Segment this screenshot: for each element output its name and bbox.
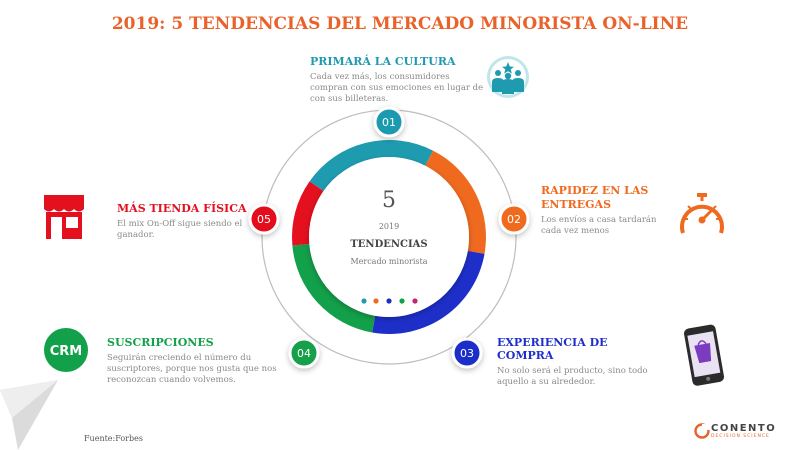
donut-segment-04 — [292, 243, 376, 333]
trend-03-line2: aquello a su alrededor. — [497, 377, 596, 387]
badge-01-label: 01 — [382, 116, 396, 129]
crm-icon: CRM — [44, 328, 88, 372]
inner-disc — [309, 157, 469, 317]
trend-03-title: EXPERIENCIA DE COMPRA — [497, 336, 608, 362]
badge-05: 05 — [248, 203, 280, 235]
trend-05-line2: ganador. — [117, 230, 155, 240]
center-sublabel: Mercado minorista — [350, 257, 427, 266]
badge-03: 03 — [451, 337, 483, 369]
trend-02: RAPIDEZ EN LAS ENTREGAS Los envíos a cas… — [541, 184, 671, 237]
trend-01-line2: compran con sus emociones en lugar de — [310, 83, 484, 93]
smartphone-shopping-icon — [684, 324, 725, 386]
dot-4 — [399, 298, 405, 304]
badge-04: 04 — [288, 337, 320, 369]
badge-02: 02 — [498, 203, 530, 235]
trend-02-title-line2: ENTREGAS — [541, 198, 612, 211]
center-number: 5 — [382, 188, 396, 213]
source-note: Fuente:Forbes — [84, 434, 143, 443]
donut-segment-02 — [425, 150, 487, 254]
trend-04-line3: reconozcan cuando volvemos. — [107, 375, 236, 385]
color-dots — [361, 298, 418, 304]
trend-01-line3: con sus billeteras. — [310, 94, 389, 104]
trend-04-line1: Seguirán creciendo el número du — [107, 353, 252, 363]
badge-03-label: 03 — [460, 347, 474, 360]
badge-01: 01 — [373, 106, 405, 138]
trend-04-title: SUSCRIPCIONES — [107, 336, 214, 349]
svg-text:CRM: CRM — [50, 344, 83, 359]
trend-02-line1: Los envíos a casa tardarán — [541, 215, 657, 225]
trend-02-line2: cada vez menos — [541, 226, 610, 236]
conento-logo-mark — [694, 423, 710, 439]
trend-01-line1: Cada vez más, los consumidores — [310, 72, 450, 82]
donut-segment-03 — [372, 250, 485, 334]
dot-5 — [412, 298, 418, 304]
trend-02-title-line1: RAPIDEZ EN LAS — [541, 184, 649, 197]
storefront-icon — [44, 195, 84, 239]
logo-sub: DECISION SCIENCE — [711, 434, 770, 439]
donut-ring — [292, 140, 487, 334]
conento-logo: CONENTO DECISION SCIENCE — [692, 423, 776, 439]
dot-3 — [386, 298, 392, 304]
trend-03: EXPERIENCIA DE COMPRA No solo será el pr… — [497, 336, 667, 388]
dot-1 — [361, 298, 367, 304]
trend-01-title: PRIMARÁ LA CULTURA — [310, 55, 456, 68]
badge-04-label: 04 — [297, 347, 311, 360]
paper-plane-decoration — [0, 380, 58, 450]
page-title: 2019: 5 TENDENCIAS DEL MERCADO MINORISTA… — [111, 14, 689, 34]
trend-04-line2: suscriptores, porque nos gusta que nos — [107, 364, 277, 374]
donut-segment-05 — [292, 181, 324, 246]
people-group-icon — [487, 56, 529, 98]
center-label: TENDENCIAS — [350, 239, 427, 250]
speedometer-icon — [680, 193, 724, 234]
badge-02-label: 02 — [507, 213, 521, 226]
trend-05-line1: El mix On-Off sigue siendo el — [117, 219, 243, 229]
trend-05-title: MÁS TIENDA FÍSICA — [117, 202, 247, 215]
trend-01: PRIMARÁ LA CULTURA Cada vez más, los con… — [310, 55, 490, 105]
center-year: 2019 — [379, 222, 399, 231]
trend-04: SUSCRIPCIONES Seguirán creciendo el núme… — [107, 336, 287, 386]
badge-05-label: 05 — [257, 213, 271, 226]
dot-2 — [373, 298, 379, 304]
trend-05: MÁS TIENDA FÍSICA El mix On-Off sigue si… — [117, 202, 257, 241]
logo-word: CONENTO — [711, 423, 777, 434]
trend-03-line1: No solo será el producto, sino todo — [497, 366, 648, 376]
donut-segment-01 — [309, 140, 434, 192]
